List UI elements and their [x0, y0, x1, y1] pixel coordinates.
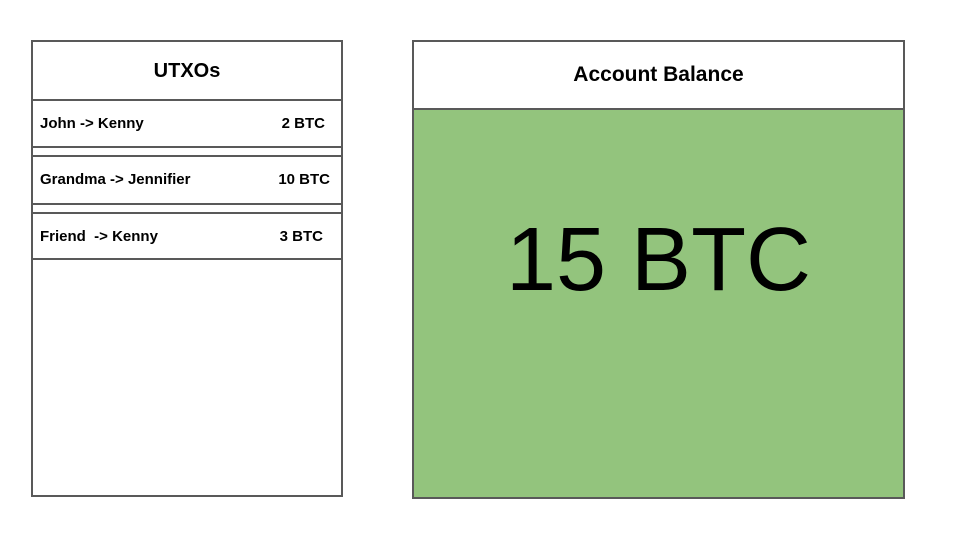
utxo-amount: 2 BTC: [281, 115, 325, 132]
utxo-transfer: Grandma -> Jennifier: [40, 171, 191, 188]
utxo-title: UTXOs: [153, 59, 221, 82]
divider: [33, 258, 341, 260]
divider: [33, 146, 341, 148]
balance-panel: Account Balance 15 BTC: [412, 40, 905, 499]
balance-box: 15 BTC: [414, 110, 903, 497]
utxo-amount: 10 BTC: [278, 171, 330, 188]
balance-title: Account Balance: [414, 42, 903, 110]
utxo-transfer: Friend -> Kenny: [40, 227, 158, 245]
utxo-row: Grandma -> Jennifier 10 BTC: [33, 157, 341, 202]
divider: [33, 99, 341, 101]
divider: [33, 203, 341, 205]
utxo-row: John -> Kenny 2 BTC: [33, 101, 341, 146]
utxo-amount: 3 BTC: [279, 227, 323, 245]
divider: [33, 212, 341, 214]
utxo-row: Friend -> Kenny 3 BTC: [33, 214, 341, 258]
balance-value: 15 BTC: [505, 210, 812, 310]
divider: [33, 155, 341, 157]
utxo-panel: UTXOs John -> Kenny 2 BTC Grandma -> Jen…: [31, 40, 343, 497]
utxo-transfer: John -> Kenny: [40, 115, 144, 132]
